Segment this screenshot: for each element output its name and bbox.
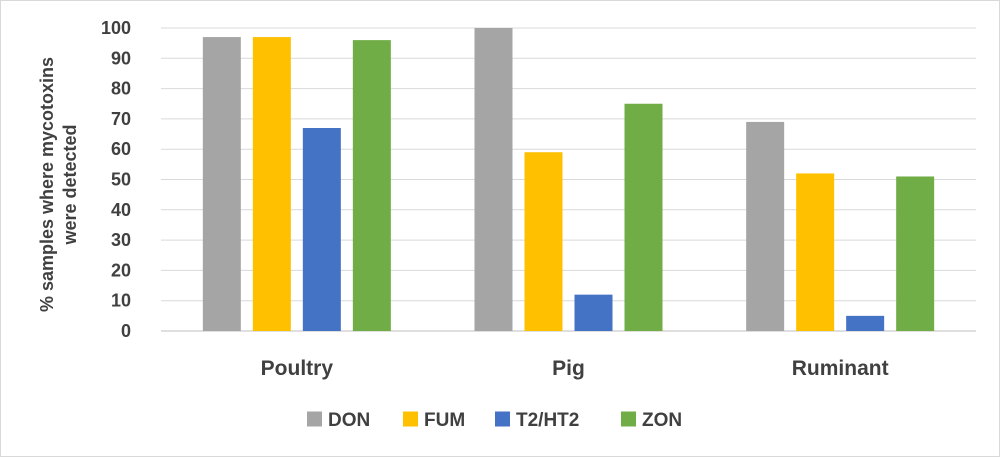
bar-pig-zon [624,103,663,331]
bar-poultry-t2-ht2 [302,127,341,332]
bar-ruminant-fum [796,173,835,331]
y-tick-label: 60 [111,139,131,159]
bar-ruminant-t2-ht2 [846,315,885,331]
legend-swatch-fum [403,411,418,427]
gridlines [161,27,976,332]
bar-pig-don [474,28,513,331]
legend-swatch-zon [621,411,636,427]
y-axis-title: % samples where mycotoxins were detected [37,57,80,312]
y-tick-label: 10 [111,291,131,311]
legend-swatch-t2-ht2 [495,411,510,427]
y-tick-label: 0 [121,321,131,341]
category-label-ruminant: Ruminant [792,357,889,380]
legend: DON FUM T2/HT2 ZON [307,410,682,431]
y-tick-label: 90 [111,48,131,68]
bar-ruminant-don [746,121,785,332]
y-tick-label: 70 [111,109,131,129]
bars [202,28,935,332]
legend-label-fum: FUM [424,410,465,431]
bar-ruminant-zon [896,176,935,331]
legend-label-don: DON [328,410,370,431]
category-label-poultry: Poultry [261,357,334,380]
x-axis-categories: Poultry Pig Ruminant [261,357,889,380]
y-tick-label: 100 [101,18,131,38]
bar-pig-t2-ht2 [574,294,613,331]
y-tick-label: 40 [111,200,131,220]
y-tick-label: 50 [111,170,131,190]
y-tick-label: 30 [111,230,131,250]
legend-label-t2-ht2: T2/HT2 [516,410,579,431]
bar-poultry-fum [252,37,291,332]
y-axis-title-line: were detected [60,124,80,245]
legend-label-zon: ZON [642,410,682,431]
y-axis-title-line: % samples where mycotoxins [37,57,57,312]
y-axis-ticks: 0 10 20 30 40 50 60 70 80 90 100 [101,18,131,341]
bar-poultry-zon [352,40,391,332]
bar-poultry-don [202,37,241,332]
y-tick-label: 80 [111,79,131,99]
bar-pig-fum [524,152,563,331]
category-label-pig: Pig [552,357,585,380]
legend-swatch-don [307,411,322,427]
y-tick-label: 20 [111,260,131,280]
